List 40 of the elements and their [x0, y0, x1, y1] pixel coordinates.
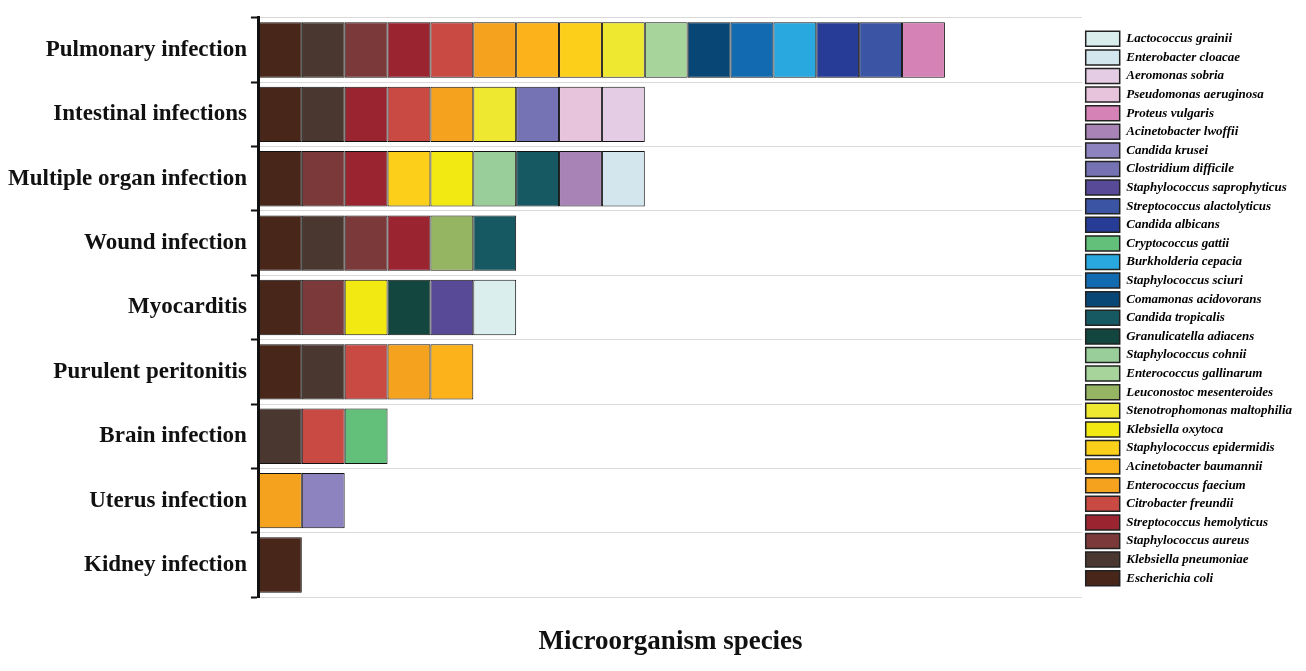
legend-label: Streptococcus hemolyticus: [1126, 513, 1269, 529]
legend-label: Pseudomonas aeruginosa: [1126, 85, 1265, 101]
y-tick-label: Pulmonary infection: [45, 35, 248, 61]
legend-label: Lactococcus grainii: [1125, 30, 1233, 46]
legend-label: Granulicatella adiacens: [1126, 327, 1255, 343]
legend-label: Acinetobacter baumannii: [1125, 457, 1263, 473]
legend-label: Streptococcus alactolyticus: [1126, 197, 1271, 213]
legend-label: Staphylococcus cohnii: [1126, 346, 1247, 362]
legend-label: Escherichia coli: [1125, 569, 1214, 585]
legend-label: Candida tropicalis: [1126, 309, 1225, 325]
legend-label: Acinetobacter lwoffii: [1125, 123, 1239, 139]
legend-label: Enterococcus faecium: [1125, 476, 1246, 492]
legend-label: Candida albicans: [1126, 216, 1220, 232]
y-tick-label: Myocarditis: [128, 293, 247, 319]
y-tick-label: Multiple organ infection: [7, 164, 248, 190]
x-axis-title: Microorganism species: [538, 625, 803, 656]
legend-label: Burkholderia cepacia: [1125, 253, 1243, 269]
y-tick-label: Purulent peritonitis: [53, 357, 247, 383]
legend-label: Cryptococcus gattii: [1126, 234, 1230, 250]
legend-label: Klebsiella pneumoniae: [1125, 550, 1249, 566]
legend-label: Stenotrophomonas maltophilia: [1126, 402, 1293, 418]
legend-label: Staphylococcus aureus: [1126, 532, 1250, 548]
legend-label: Staphylococcus epidermidis: [1126, 439, 1275, 455]
y-tick-label: Intestinal infections: [53, 100, 247, 126]
legend-label: Enterococcus gallinarum: [1125, 364, 1263, 380]
legend-label: Staphylococcus sciuri: [1126, 271, 1244, 287]
legend-label: Staphylococcus saprophyticus: [1126, 178, 1287, 194]
y-tick-label: Kidney infection: [84, 550, 248, 576]
legend-label: Comamonas acidovorans: [1126, 290, 1262, 306]
legend-label: Klebsiella oxytoca: [1125, 420, 1224, 436]
legend-label: Proteus vulgaris: [1126, 104, 1214, 120]
legend-label: Clostridium difficile: [1126, 160, 1235, 176]
legend-label: Aeromonas sobria: [1125, 67, 1225, 83]
y-tick-label: Wound infection: [83, 229, 248, 255]
y-tick-label: Uterus infection: [89, 486, 248, 512]
legend-label: Enterobacter cloacae: [1125, 48, 1241, 64]
legend-label: Candida krusei: [1126, 141, 1209, 157]
legend-label: Citrobacter freundii: [1126, 495, 1234, 511]
y-tick-label: Brain infection: [99, 422, 248, 448]
legend-label: Leuconostoc mesenteroides: [1125, 383, 1274, 399]
